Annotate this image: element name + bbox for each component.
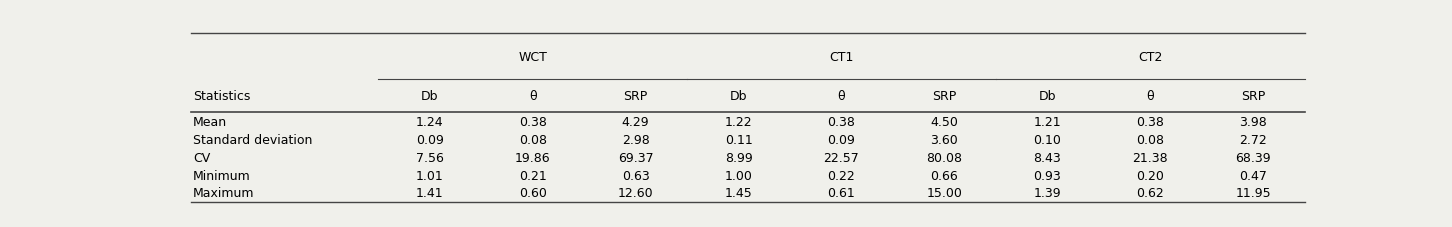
Text: SRP: SRP xyxy=(1241,90,1265,103)
Text: 0.62: 0.62 xyxy=(1137,187,1165,200)
Text: 0.08: 0.08 xyxy=(518,133,547,146)
Text: 22.57: 22.57 xyxy=(823,151,860,164)
Text: 2.98: 2.98 xyxy=(621,133,649,146)
Text: Db: Db xyxy=(421,90,439,103)
Text: 0.09: 0.09 xyxy=(415,133,444,146)
Text: Mean: Mean xyxy=(193,115,227,128)
Text: Statistics: Statistics xyxy=(193,90,250,103)
Text: 1.00: 1.00 xyxy=(725,169,752,182)
Text: 0.38: 0.38 xyxy=(828,115,855,128)
Text: 69.37: 69.37 xyxy=(619,151,653,164)
Text: WCT: WCT xyxy=(518,50,547,63)
Text: 12.60: 12.60 xyxy=(619,187,653,200)
Text: Db: Db xyxy=(730,90,748,103)
Text: 0.38: 0.38 xyxy=(1137,115,1165,128)
Text: 0.66: 0.66 xyxy=(931,169,958,182)
Text: 0.47: 0.47 xyxy=(1239,169,1268,182)
Text: 19.86: 19.86 xyxy=(515,151,550,164)
Text: 1.45: 1.45 xyxy=(725,187,752,200)
Text: 7.56: 7.56 xyxy=(415,151,444,164)
Text: 0.93: 0.93 xyxy=(1034,169,1061,182)
Text: 4.29: 4.29 xyxy=(621,115,649,128)
Text: 1.22: 1.22 xyxy=(725,115,752,128)
Text: 0.10: 0.10 xyxy=(1034,133,1061,146)
Text: 0.38: 0.38 xyxy=(518,115,547,128)
Text: 0.61: 0.61 xyxy=(828,187,855,200)
Text: 8.99: 8.99 xyxy=(725,151,752,164)
Text: 1.39: 1.39 xyxy=(1034,187,1061,200)
Text: 21.38: 21.38 xyxy=(1133,151,1167,164)
Text: 0.63: 0.63 xyxy=(621,169,649,182)
Text: 0.09: 0.09 xyxy=(828,133,855,146)
Text: 2.72: 2.72 xyxy=(1239,133,1268,146)
Text: 4.50: 4.50 xyxy=(931,115,958,128)
Text: 8.43: 8.43 xyxy=(1034,151,1061,164)
Text: 0.60: 0.60 xyxy=(518,187,547,200)
Text: Standard deviation: Standard deviation xyxy=(193,133,312,146)
Text: 80.08: 80.08 xyxy=(926,151,963,164)
Text: 3.98: 3.98 xyxy=(1239,115,1268,128)
Text: CT1: CT1 xyxy=(829,50,854,63)
Text: 0.22: 0.22 xyxy=(828,169,855,182)
Text: θ: θ xyxy=(1147,90,1154,103)
Text: 68.39: 68.39 xyxy=(1236,151,1270,164)
Text: θ: θ xyxy=(838,90,845,103)
Text: 0.20: 0.20 xyxy=(1137,169,1165,182)
Text: 1.21: 1.21 xyxy=(1034,115,1061,128)
Text: 0.21: 0.21 xyxy=(518,169,546,182)
Text: Minimum: Minimum xyxy=(193,169,251,182)
Text: 1.01: 1.01 xyxy=(417,169,444,182)
Text: θ: θ xyxy=(529,90,537,103)
Text: CT2: CT2 xyxy=(1138,50,1163,63)
Text: 1.24: 1.24 xyxy=(417,115,444,128)
Text: CV: CV xyxy=(193,151,211,164)
Text: 1.41: 1.41 xyxy=(417,187,444,200)
Text: 15.00: 15.00 xyxy=(926,187,963,200)
Text: Maximum: Maximum xyxy=(193,187,254,200)
Text: 0.11: 0.11 xyxy=(725,133,752,146)
Text: 11.95: 11.95 xyxy=(1236,187,1270,200)
Text: Db: Db xyxy=(1038,90,1056,103)
Text: 0.08: 0.08 xyxy=(1137,133,1165,146)
Text: 3.60: 3.60 xyxy=(931,133,958,146)
Text: SRP: SRP xyxy=(623,90,648,103)
Text: SRP: SRP xyxy=(932,90,957,103)
